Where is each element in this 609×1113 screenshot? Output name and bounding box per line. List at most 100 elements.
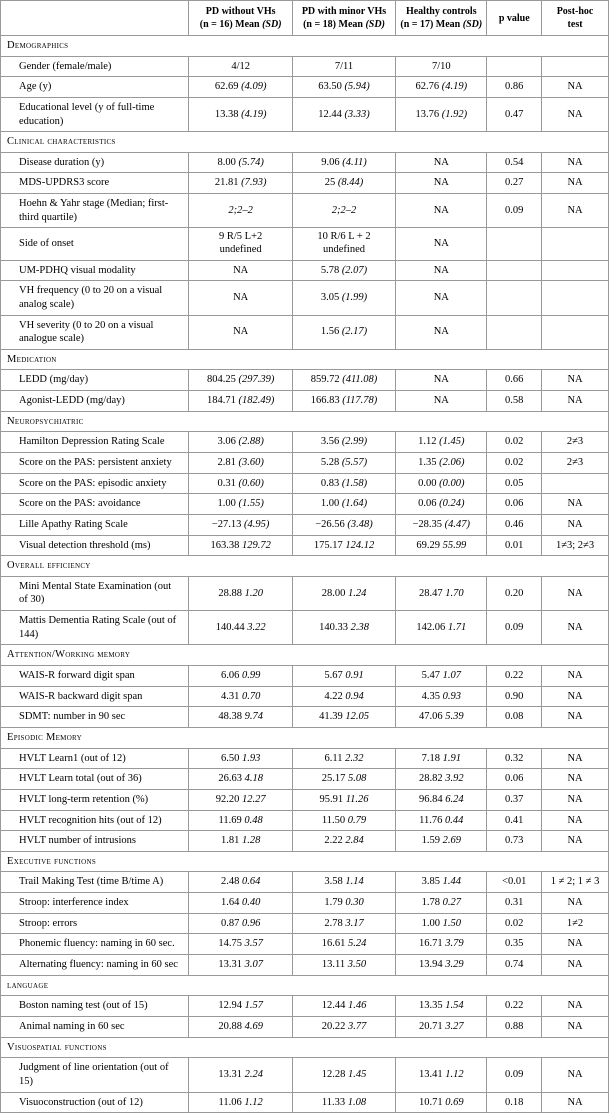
- post-hoc-cell: NA: [542, 391, 609, 412]
- p-value-cell: 0.02: [487, 913, 542, 934]
- value-cell: 5.28 (5.57): [292, 453, 395, 474]
- value-cell: 12.28 1.45: [292, 1058, 395, 1092]
- value-cell: 28.82 3.92: [396, 769, 487, 790]
- post-hoc-cell: 2≠3: [542, 453, 609, 474]
- value-cell: NA: [396, 315, 487, 349]
- p-value-cell: [487, 260, 542, 281]
- table-row: HVLT recognition hits (out of 12)11.69 0…: [1, 810, 609, 831]
- post-hoc-cell: NA: [542, 370, 609, 391]
- value-cell: 2;2–2: [189, 194, 292, 228]
- value-cell: 41.39 12.05: [292, 707, 395, 728]
- table-row: VH frequency (0 to 20 on a visual analog…: [1, 281, 609, 315]
- p-value-cell: 0.47: [487, 97, 542, 131]
- value-cell: 1.00 (1.64): [292, 494, 395, 515]
- p-value-cell: 0.66: [487, 370, 542, 391]
- table-row: Score on the PAS: avoidance1.00 (1.55)1.…: [1, 494, 609, 515]
- section-header-row: Visuospatial functions: [1, 1037, 609, 1058]
- row-label: UM-PDHQ visual modality: [1, 260, 189, 281]
- table-header: PD without VHs (n = 16) Mean (SD) PD wit…: [1, 1, 609, 36]
- row-label: Trail Making Test (time B/time A): [1, 872, 189, 893]
- section-title: Episodic Memory: [1, 727, 609, 748]
- value-cell: 4.35 0.93: [396, 686, 487, 707]
- value-cell: 2.81 (3.60): [189, 453, 292, 474]
- value-cell: 48.38 9.74: [189, 707, 292, 728]
- table-row: UM-PDHQ visual modalityNA5.78 (2.07)NA: [1, 260, 609, 281]
- value-cell: 11.33 1.08: [292, 1092, 395, 1113]
- value-cell: 142.06 1.71: [396, 611, 487, 645]
- value-cell: 12.44 (3.33): [292, 97, 395, 131]
- post-hoc-cell: NA: [542, 576, 609, 610]
- value-cell: NA: [189, 260, 292, 281]
- value-cell: 6.11 2.32: [292, 748, 395, 769]
- row-label: HVLT number of intrusions: [1, 831, 189, 852]
- value-cell: 859.72 (411.08): [292, 370, 395, 391]
- value-cell: 6.50 1.93: [189, 748, 292, 769]
- section-header-row: Executive functions: [1, 851, 609, 872]
- table-row: LEDD (mg/day)804.25 (297.39)859.72 (411.…: [1, 370, 609, 391]
- value-cell: 11.50 0.79: [292, 810, 395, 831]
- table-row: HVLT long-term retention (%)92.20 12.279…: [1, 789, 609, 810]
- p-value-cell: [487, 56, 542, 77]
- p-value-cell: 0.22: [487, 996, 542, 1017]
- row-label: Mini Mental State Examination (out of 30…: [1, 576, 189, 610]
- row-label: Hamilton Depression Rating Scale: [1, 432, 189, 453]
- value-cell: 1.78 0.27: [396, 893, 487, 914]
- value-cell: 3.56 (2.99): [292, 432, 395, 453]
- value-cell: 2;2–2: [292, 194, 395, 228]
- value-cell: 26.63 4.18: [189, 769, 292, 790]
- value-cell: 21.81 (7.93): [189, 173, 292, 194]
- value-cell: 47.06 5.39: [396, 707, 487, 728]
- section-header-row: Attention/Working memory: [1, 645, 609, 666]
- post-hoc-cell: [542, 473, 609, 494]
- post-hoc-cell: NA: [542, 77, 609, 98]
- value-cell: 6.06 0.99: [189, 666, 292, 687]
- p-value-cell: 0.09: [487, 611, 542, 645]
- value-cell: 95.91 11.26: [292, 789, 395, 810]
- table-row: Stroop: errors0.87 0.962.78 3.171.00 1.5…: [1, 913, 609, 934]
- p-value-cell: 0.06: [487, 769, 542, 790]
- value-cell: NA: [189, 315, 292, 349]
- value-cell: 28.00 1.24: [292, 576, 395, 610]
- value-cell: 4.31 0.70: [189, 686, 292, 707]
- section-title: Visuospatial functions: [1, 1037, 609, 1058]
- post-hoc-cell: NA: [542, 194, 609, 228]
- section-title: language: [1, 975, 609, 996]
- value-cell: 14.75 3.57: [189, 934, 292, 955]
- table-row: Boston naming test (out of 15)12.94 1.57…: [1, 996, 609, 1017]
- value-cell: 25 (8.44): [292, 173, 395, 194]
- post-hoc-cell: NA: [542, 810, 609, 831]
- row-label: VH severity (0 to 20 on a visual analogu…: [1, 315, 189, 349]
- table-row: Score on the PAS: episodic anxiety0.31 (…: [1, 473, 609, 494]
- row-label: Score on the PAS: episodic anxiety: [1, 473, 189, 494]
- row-label: Lille Apathy Rating Scale: [1, 514, 189, 535]
- table-row: HVLT Learn1 (out of 12)6.50 1.936.11 2.3…: [1, 748, 609, 769]
- value-cell: 4.22 0.94: [292, 686, 395, 707]
- row-label: WAIS-R forward digit span: [1, 666, 189, 687]
- value-cell: 11.06 1.12: [189, 1092, 292, 1113]
- value-cell: 20.22 3.77: [292, 1016, 395, 1037]
- value-cell: 3.06 (2.88): [189, 432, 292, 453]
- value-cell: 69.29 55.99: [396, 535, 487, 556]
- value-cell: 163.38 129.72: [189, 535, 292, 556]
- table-row: WAIS-R backward digit span4.31 0.704.22 …: [1, 686, 609, 707]
- value-cell: −26.56 (3.48): [292, 514, 395, 535]
- post-hoc-cell: NA: [542, 1016, 609, 1037]
- post-hoc-cell: NA: [542, 686, 609, 707]
- row-label: Score on the PAS: avoidance: [1, 494, 189, 515]
- section-title: Overall efficiency: [1, 556, 609, 577]
- post-hoc-cell: [542, 228, 609, 260]
- value-cell: 16.71 3.79: [396, 934, 487, 955]
- post-hoc-cell: NA: [542, 494, 609, 515]
- table-row: Score on the PAS: persistent anxiety2.81…: [1, 453, 609, 474]
- table-row: Lille Apathy Rating Scale−27.13 (4.95)−2…: [1, 514, 609, 535]
- value-cell: 1.12 (1.45): [396, 432, 487, 453]
- value-cell: 13.11 3.50: [292, 955, 395, 976]
- value-cell: NA: [396, 370, 487, 391]
- section-header-row: Clinical characteristics: [1, 132, 609, 153]
- table-row: Alternating fluency: naming in 60 sec13.…: [1, 955, 609, 976]
- value-cell: 11.76 0.44: [396, 810, 487, 831]
- row-label: Stroop: errors: [1, 913, 189, 934]
- post-hoc-cell: [542, 56, 609, 77]
- post-hoc-cell: NA: [542, 748, 609, 769]
- post-hoc-cell: NA: [542, 152, 609, 173]
